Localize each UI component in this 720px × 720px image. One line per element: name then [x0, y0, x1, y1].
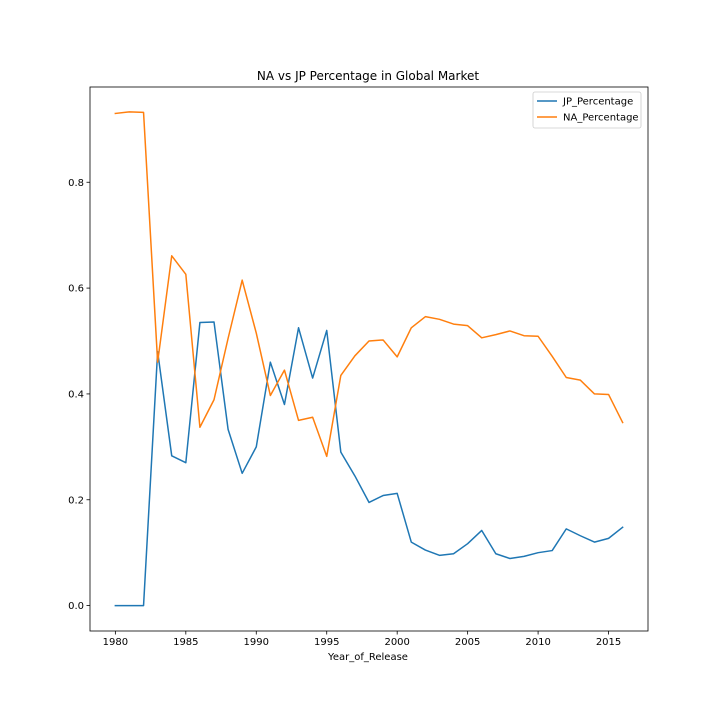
x-tick-label: 2000 [384, 637, 409, 648]
x-tick-label: 1980 [103, 637, 128, 648]
chart-title: NA vs JP Percentage in Global Market [257, 69, 479, 83]
y-tick-label: 0.8 [68, 178, 84, 189]
series-line-jp-percentage [114, 321, 624, 607]
series-line-na-percentage [114, 111, 624, 458]
legend-label-na-percentage: NA_Percentage [563, 113, 639, 124]
y-tick-label: 0.4 [68, 389, 84, 400]
x-tick-label: 2010 [525, 637, 550, 648]
legend-label-jp-percentage: JP_Percentage [562, 97, 633, 108]
x-tick-label: 1990 [244, 637, 269, 648]
x-tick-label: 2015 [596, 637, 621, 648]
x-axis-label: Year_of_Release [327, 652, 408, 663]
x-tick-label: 1995 [314, 637, 339, 648]
legend: JP_Percentage NA_Percentage [532, 91, 642, 129]
y-tick-label: 0.0 [68, 601, 84, 612]
legend-box [532, 91, 642, 129]
plot-area: 1980 1985 1990 1995 2000 2005 2010 2015 0.0 0.2 0.… [68, 86, 649, 648]
y-tick-label: 0.2 [68, 495, 84, 506]
x-tick-label: 2005 [455, 637, 480, 648]
x-tick-label: 1985 [173, 637, 198, 648]
y-tick-label: 0.6 [68, 284, 84, 295]
axes-frame [89, 86, 649, 632]
